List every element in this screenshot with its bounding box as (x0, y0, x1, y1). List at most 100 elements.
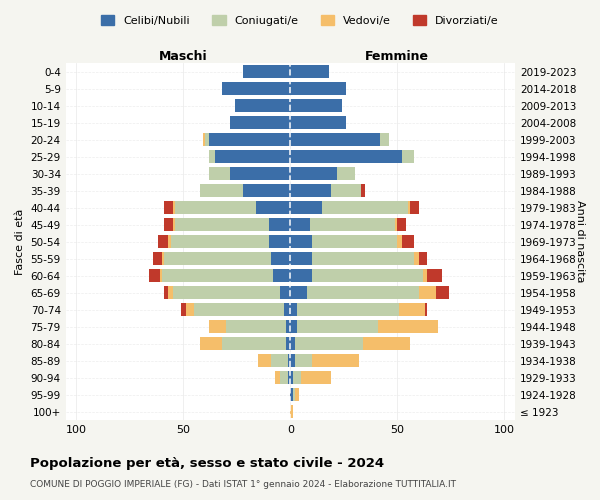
Bar (297, 303, 400, 316)
Bar (222, 82, 290, 95)
Bar (258, 354, 271, 367)
Bar (149, 269, 160, 282)
Bar (401, 235, 415, 248)
Bar (215, 150, 290, 163)
Bar (280, 286, 290, 299)
Bar (290, 269, 312, 282)
Bar (160, 269, 162, 282)
Bar (408, 201, 410, 214)
Bar (243, 65, 290, 78)
Bar (290, 82, 346, 95)
Bar (290, 252, 312, 265)
Bar (361, 184, 365, 197)
Bar (164, 286, 169, 299)
Bar (162, 252, 164, 265)
Bar (290, 99, 342, 112)
Bar (271, 252, 290, 265)
Bar (173, 218, 175, 231)
Bar (164, 252, 271, 265)
Bar (230, 116, 290, 129)
Bar (301, 371, 331, 384)
Bar (312, 354, 359, 367)
Bar (162, 269, 273, 282)
Bar (401, 150, 415, 163)
Bar (322, 201, 408, 214)
Bar (230, 167, 290, 180)
Bar (293, 388, 295, 401)
Bar (290, 201, 322, 214)
Bar (290, 320, 297, 333)
Bar (280, 371, 288, 384)
Bar (275, 371, 280, 384)
Bar (312, 269, 423, 282)
Bar (290, 133, 380, 146)
Bar (419, 252, 427, 265)
Bar (397, 235, 401, 248)
Bar (203, 133, 205, 146)
Bar (331, 184, 361, 197)
Bar (290, 218, 310, 231)
Bar (194, 303, 284, 316)
Bar (290, 354, 295, 367)
Text: COMUNE DI POGGIO IMPERIALE (FG) - Dati ISTAT 1° gennaio 2024 - Elaborazione TUTT: COMUNE DI POGGIO IMPERIALE (FG) - Dati I… (30, 480, 456, 489)
Bar (205, 133, 209, 146)
Bar (312, 252, 415, 265)
Bar (173, 201, 175, 214)
Y-axis label: Fasce di età: Fasce di età (15, 208, 25, 275)
Bar (290, 406, 293, 418)
Bar (209, 167, 230, 180)
Bar (222, 337, 286, 350)
Text: Femmine: Femmine (365, 50, 430, 63)
Bar (209, 320, 226, 333)
Bar (164, 201, 173, 214)
Bar (400, 303, 425, 316)
Bar (425, 303, 427, 316)
Bar (290, 235, 312, 248)
Bar (290, 286, 307, 299)
Bar (290, 388, 293, 401)
Y-axis label: Anni di nascita: Anni di nascita (575, 200, 585, 283)
Bar (288, 354, 290, 367)
Bar (378, 320, 438, 333)
Bar (286, 337, 290, 350)
Bar (310, 218, 395, 231)
Bar (380, 133, 389, 146)
Bar (295, 388, 299, 401)
Bar (337, 167, 355, 180)
Bar (200, 337, 222, 350)
Bar (290, 371, 293, 384)
Text: Maschi: Maschi (159, 50, 208, 63)
Bar (297, 320, 378, 333)
Bar (288, 371, 290, 384)
Bar (307, 286, 419, 299)
Bar (290, 150, 401, 163)
Bar (243, 184, 290, 197)
Bar (410, 201, 419, 214)
Legend: Celibi/Nubili, Coniugati/e, Vedovi/e, Divorziati/e: Celibi/Nubili, Coniugati/e, Vedovi/e, Di… (97, 10, 503, 30)
Bar (295, 354, 312, 367)
Bar (415, 252, 419, 265)
Bar (419, 286, 436, 299)
Bar (173, 286, 280, 299)
Bar (169, 286, 173, 299)
Bar (170, 235, 269, 248)
Bar (427, 269, 442, 282)
Bar (284, 303, 290, 316)
Bar (273, 269, 290, 282)
Bar (181, 303, 185, 316)
Bar (290, 116, 346, 129)
Bar (154, 252, 162, 265)
Bar (169, 235, 170, 248)
Bar (235, 99, 290, 112)
Bar (295, 337, 363, 350)
Bar (290, 167, 337, 180)
Bar (312, 235, 397, 248)
Bar (271, 354, 288, 367)
Bar (293, 371, 301, 384)
Bar (226, 320, 286, 333)
Bar (269, 218, 290, 231)
Bar (363, 337, 410, 350)
Bar (290, 303, 297, 316)
Bar (395, 218, 397, 231)
Bar (286, 320, 290, 333)
